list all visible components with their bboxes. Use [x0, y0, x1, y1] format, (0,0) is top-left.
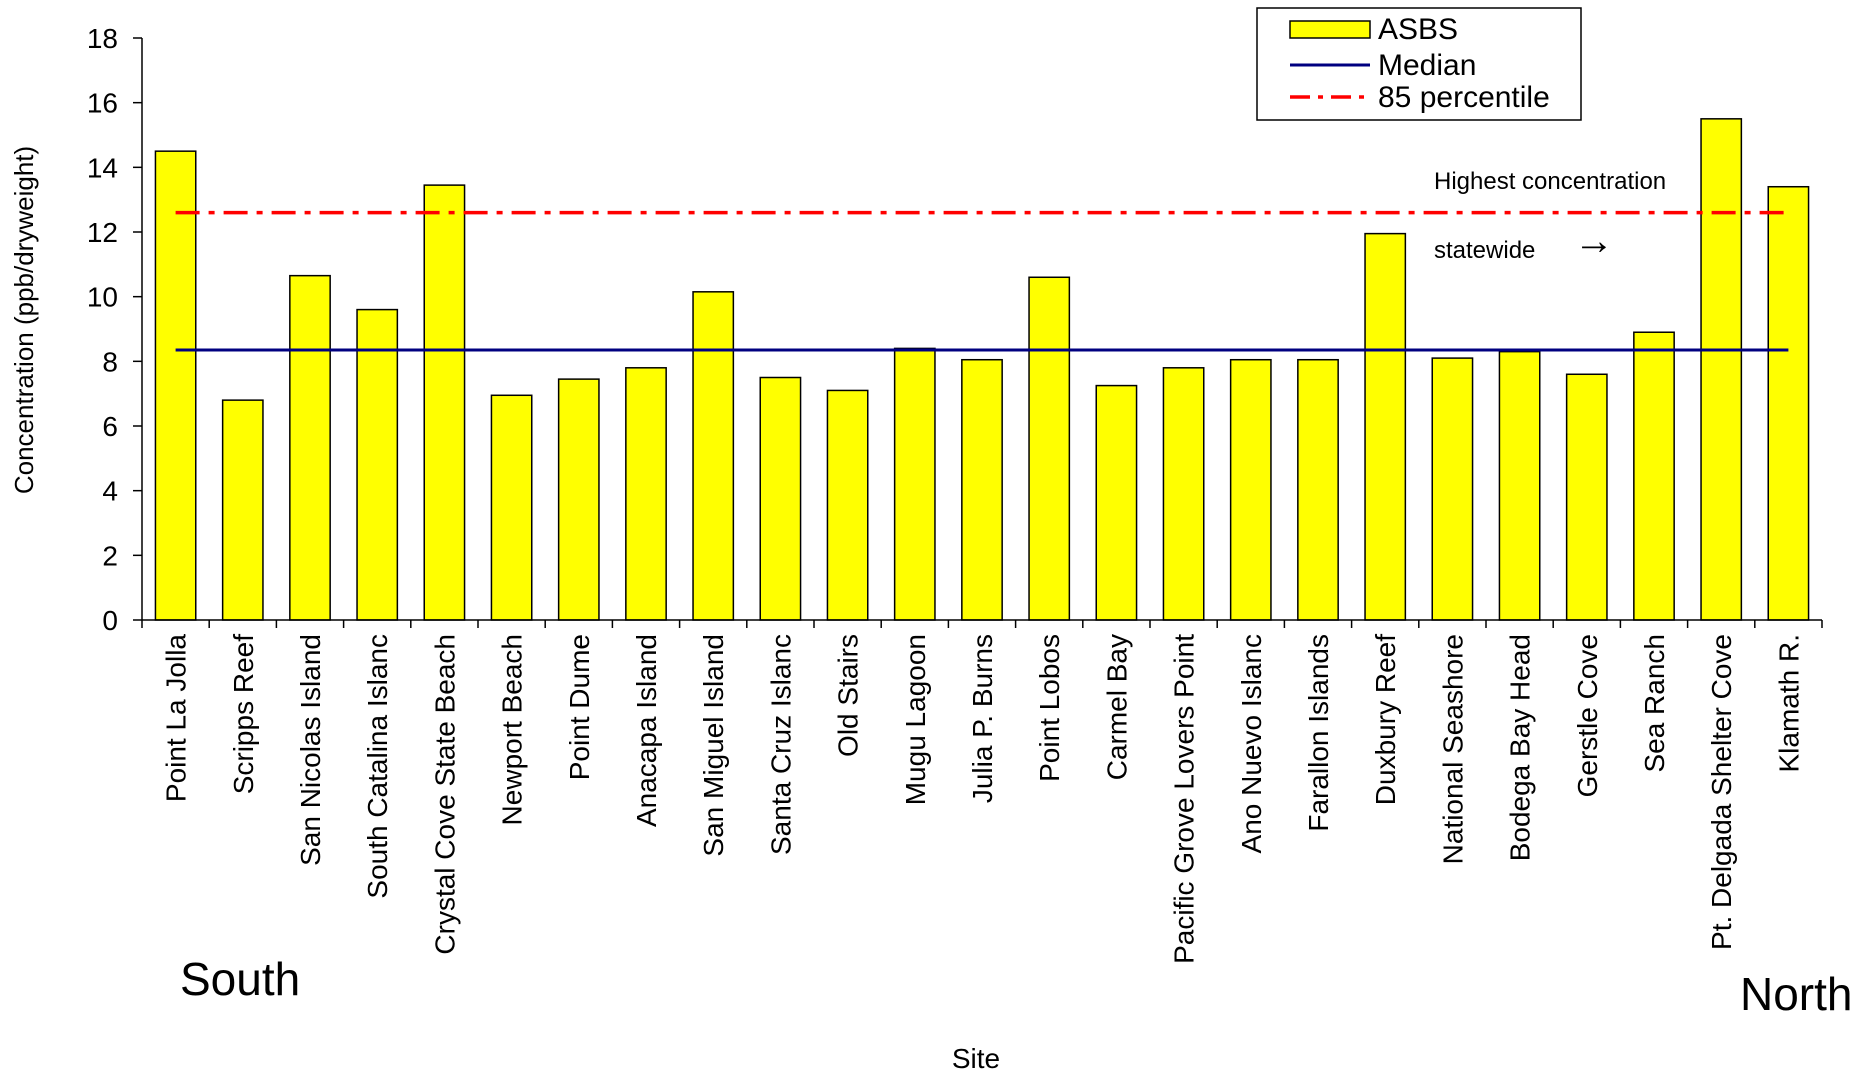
bar [1498, 350, 1541, 621]
bar [893, 347, 936, 621]
y-tick-label: 8 [102, 346, 118, 377]
bar [1297, 358, 1339, 621]
x-tick-label: Santa Cruz Islanc [765, 634, 796, 855]
y-tick-label: 12 [87, 217, 118, 248]
legend-asbs-swatch [1289, 20, 1371, 39]
x-tick-label: Anacapa Island [631, 634, 662, 827]
arrow-right-icon: → [1574, 219, 1614, 263]
x-tick-label: South Catalina Islanc [362, 634, 393, 899]
x-axis: Point La Jolla Scripps Reef San Nicolas Is… [141, 619, 1823, 964]
bar [759, 376, 802, 621]
x-tick-label: San Miguel Island [698, 634, 729, 857]
x-tick-label: Gerstle Cove [1572, 634, 1603, 797]
x-tick-label: Mugu Lagoon [900, 634, 931, 805]
x-tick-label: Newport Beach [497, 634, 528, 825]
highest-annotation-line2: statewide [1434, 237, 1535, 264]
bar [154, 150, 197, 621]
bar [221, 399, 264, 621]
x-tick-label: Scripps Reef [228, 634, 259, 795]
y-axis: 0 2 4 6 8 10 12 14 16 18 [87, 23, 143, 636]
bar [1028, 276, 1071, 621]
x-tick-label: Point Lobos [1034, 634, 1065, 782]
x-axis-label: Site [952, 1043, 1000, 1074]
highest-annotation-line1: Highest concentration [1434, 168, 1666, 195]
bar [1229, 358, 1272, 621]
bar [1633, 331, 1675, 621]
bar [826, 389, 869, 621]
x-tick-label: San Nicolas Island [295, 634, 326, 866]
x-tick-label: Klamath R. [1773, 634, 1804, 773]
bar [692, 291, 735, 621]
y-tick-label: 10 [87, 282, 118, 313]
x-tick-label: Farallon Islands [1303, 634, 1334, 832]
bar [289, 274, 331, 621]
bar [1565, 373, 1608, 621]
y-tick-label: 4 [102, 476, 118, 507]
legend-median-label: Median [1378, 49, 1476, 82]
x-tick-label: Bodega Bay Head [1505, 634, 1536, 861]
y-tick-label: 0 [102, 605, 118, 636]
bar [490, 394, 533, 621]
y-tick-label: 2 [102, 540, 118, 571]
region-north-label: North [1740, 968, 1852, 1020]
bar [1162, 367, 1205, 621]
bar [1700, 118, 1743, 621]
x-tick-label: Sea Ranch [1639, 634, 1670, 773]
bar [1095, 384, 1138, 621]
x-tick-label: National Seashore [1437, 634, 1468, 864]
bar [423, 184, 466, 621]
x-tick-label: Pt. Delgada Shelter Cove [1706, 634, 1737, 950]
x-tick-label: Crystal Cove State Beach [429, 634, 460, 955]
bar [1431, 357, 1474, 621]
legend-asbs-label: ASBS [1378, 13, 1458, 46]
legend-p85-label: 85 percentile [1378, 81, 1550, 114]
y-tick-label: 18 [87, 23, 118, 54]
x-tick-label: Carmel Bay [1101, 634, 1132, 780]
y-tick-label: 16 [87, 88, 118, 119]
bar [557, 378, 600, 621]
x-tick-label: Duxbury Reef [1370, 634, 1401, 805]
legend: ASBS Median 85 percentile [1256, 7, 1582, 121]
x-tick-label: Point Dume [564, 634, 595, 780]
x-tick-label: Ano Nuevo Islanc [1236, 634, 1267, 853]
y-tick-label: 6 [102, 411, 118, 442]
y-tick-label: 14 [87, 152, 118, 183]
x-tick-label: Pacific Grove Lovers Point [1169, 634, 1200, 964]
bar [1364, 232, 1407, 621]
region-south-label: South [180, 953, 300, 1005]
x-tick-label: Old Stairs [833, 634, 864, 757]
bar [356, 308, 399, 621]
bar [1767, 185, 1810, 621]
reference-lines [175, 210, 1789, 352]
y-axis-label: Concentration (ppb/dryweight) [9, 146, 39, 494]
bar [625, 367, 667, 621]
bar [961, 358, 1003, 621]
bars [154, 118, 1810, 621]
x-tick-label: Point La Jolla [161, 634, 192, 803]
x-tick-label: Julia P. Burns [967, 634, 998, 803]
